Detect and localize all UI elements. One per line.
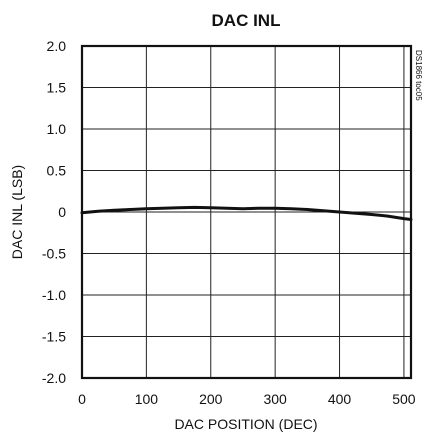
- x-axis-label: DAC POSITION (DEC): [174, 416, 317, 432]
- x-tick-labels: 0 100 200 300 400 500: [78, 391, 416, 407]
- y-tick-label: -0.5: [42, 246, 66, 262]
- y-tick-label: -1.0: [42, 287, 66, 303]
- grid: [81, 45, 411, 379]
- y-tick-label: -2.0: [42, 370, 66, 386]
- y-tick-label: 2.0: [47, 38, 67, 54]
- x-tick-label: 0: [78, 391, 86, 407]
- y-tick-label: 1.0: [47, 121, 67, 137]
- plot-frame: [80, 44, 413, 380]
- figure-id-note: DS1866 toc05: [414, 50, 423, 101]
- inl-series-line: [80, 205, 413, 221]
- x-tick-label: 200: [199, 391, 223, 407]
- y-axis-label: DAC INL (LSB): [9, 165, 25, 259]
- data-layer: [80, 205, 413, 221]
- x-tick-label: 300: [263, 391, 287, 407]
- y-tick-label: 1.5: [47, 80, 67, 96]
- y-tick-label: 0: [58, 204, 66, 220]
- x-tick-label: 400: [328, 391, 352, 407]
- x-tick-label: 500: [392, 391, 416, 407]
- y-tick-label: 0.5: [47, 163, 67, 179]
- y-tick-labels: 2.0 1.5 1.0 0.5 0 -0.5 -1.0 -1.5 -2.0: [42, 38, 66, 386]
- y-tick-label: -1.5: [42, 329, 66, 345]
- x-tick-label: 100: [135, 391, 159, 407]
- chart-title: DAC INL: [212, 11, 281, 30]
